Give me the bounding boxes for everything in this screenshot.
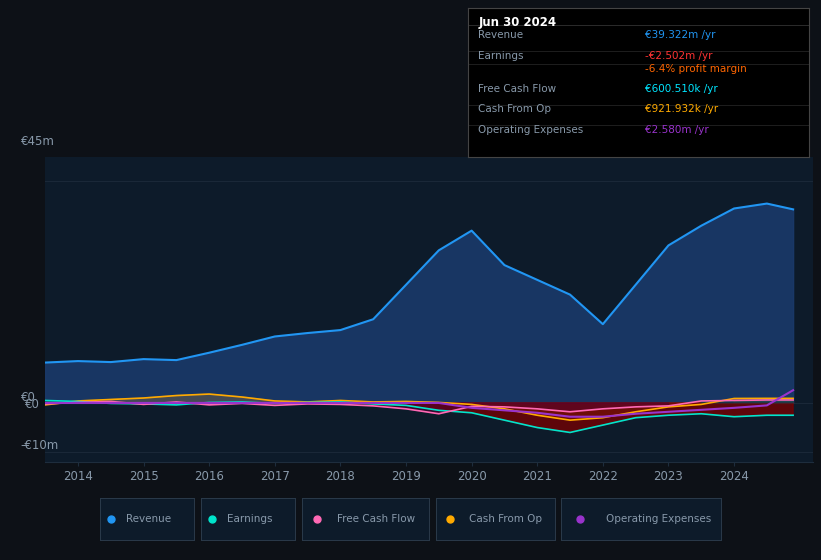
Text: Earnings: Earnings bbox=[478, 51, 524, 60]
Text: €45m: €45m bbox=[21, 136, 54, 148]
Text: €600.510k /yr: €600.510k /yr bbox=[645, 84, 718, 94]
Text: Operating Expenses: Operating Expenses bbox=[606, 515, 711, 524]
Text: Jun 30 2024: Jun 30 2024 bbox=[478, 16, 557, 29]
Text: Revenue: Revenue bbox=[126, 515, 172, 524]
Text: Operating Expenses: Operating Expenses bbox=[478, 125, 584, 135]
Text: €921.932k /yr: €921.932k /yr bbox=[645, 104, 718, 114]
Text: -6.4% profit margin: -6.4% profit margin bbox=[645, 64, 747, 74]
Text: Earnings: Earnings bbox=[227, 515, 273, 524]
Text: Free Cash Flow: Free Cash Flow bbox=[478, 84, 557, 94]
Text: €2.580m /yr: €2.580m /yr bbox=[645, 125, 709, 135]
Text: -€10m: -€10m bbox=[21, 439, 59, 452]
Text: Cash From Op: Cash From Op bbox=[469, 515, 542, 524]
Text: -€2.502m /yr: -€2.502m /yr bbox=[645, 51, 713, 60]
Text: Revenue: Revenue bbox=[478, 30, 523, 40]
Text: Free Cash Flow: Free Cash Flow bbox=[337, 515, 415, 524]
Text: Cash From Op: Cash From Op bbox=[478, 104, 551, 114]
Text: €0: €0 bbox=[21, 391, 35, 404]
Text: €39.322m /yr: €39.322m /yr bbox=[645, 30, 716, 40]
